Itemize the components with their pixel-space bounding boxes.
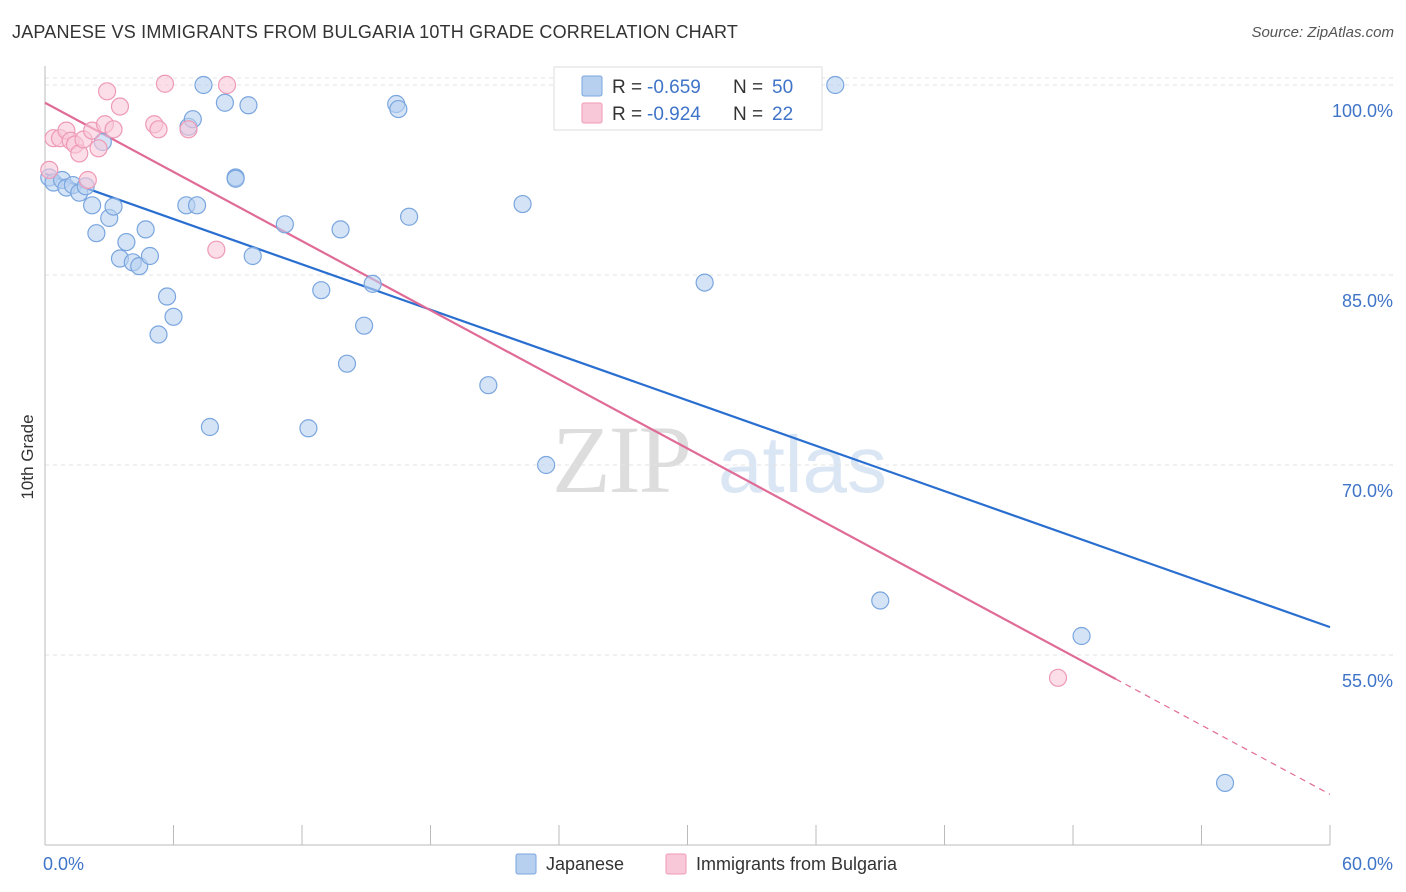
bulgaria-point [179,120,198,139]
bulgaria-r-label: R = [612,104,647,125]
stats-legend: R = -0.659 N = 50 R = -0.924 N = 22 [553,66,823,131]
japanese-swatch [581,75,603,97]
japanese-n-value: 50 [772,77,793,98]
series-legend: Japanese Immigrants from Bulgaria [515,853,898,875]
bulgaria-point [207,240,226,259]
bulgaria-trend-extension [1115,678,1331,795]
bulgaria-r-value: -0.924 [647,104,701,125]
legend-bulgaria-swatch [665,853,687,875]
bulgaria-n-value: 22 [772,104,793,125]
watermark-zip: ZIP [552,406,690,513]
japanese-point [239,96,258,115]
y-tick-label: 100.0% [1332,101,1393,121]
japanese-point [1072,626,1091,646]
japanese-n-label: N = [733,77,768,98]
bulgaria-point [217,75,237,95]
bulgaria-trend-line [44,101,1117,681]
legend-japanese-swatch [515,853,537,875]
y-tick-label: 55.0% [1342,671,1393,691]
japanese-point [215,93,234,112]
x-tick-label: 60.0% [1342,854,1393,874]
bulgaria-point [104,120,123,139]
japanese-point [87,224,106,243]
japanese-point [399,207,419,226]
bulgaria-point [40,160,59,179]
bulgaria-point [78,170,97,190]
japanese-point [149,325,168,344]
japanese-point [312,281,331,300]
japanese-point [1215,773,1235,793]
japanese-point [363,274,382,293]
legend-bulgaria-label: Immigrants from Bulgaria [696,854,898,874]
legend-japanese-label: Japanese [546,854,624,874]
japanese-point [164,307,183,326]
japanese-point [299,419,318,438]
japanese-point [479,376,498,395]
y-axis-label: 10th Grade [18,414,37,499]
japanese-point [871,591,890,610]
bulgaria-swatch [581,102,603,124]
japanese-point [117,232,136,252]
bulgaria-n-label: N = [733,104,768,125]
bulgaria-point [149,120,168,139]
bulgaria-point [1048,668,1068,687]
bulgaria-point [98,82,117,101]
japanese-point [826,75,845,95]
grid-lines [45,77,1394,656]
bulgaria-point [89,139,108,158]
japanese-point [389,99,408,119]
japanese-point [83,196,102,215]
japanese-point [136,220,155,239]
japanese-point [226,169,245,188]
bulgaria-point [110,97,130,116]
chart-title: JAPANESE VS IMMIGRANTS FROM BULGARIA 10T… [12,22,739,42]
data-points [40,74,1235,793]
japanese-trend-line [44,172,1331,629]
japanese-point [513,194,532,214]
japanese-r-value: -0.659 [647,77,701,98]
japanese-point [537,455,556,475]
axes: 55.0% 70.0% 85.0% 100.0% 0.0% 60.0% [43,66,1393,874]
japanese-point [275,215,294,234]
japanese-point [187,196,207,215]
y-tick-label: 85.0% [1342,291,1393,311]
japanese-point [243,246,262,266]
watermark: ZIP atlas [552,406,887,513]
y-tick-label: 70.0% [1342,481,1393,501]
japanese-point [355,316,374,335]
japanese-point [194,75,213,95]
trend-lines [44,101,1331,795]
japanese-point [157,287,177,306]
japanese-point [140,246,160,266]
japanese-r-label: R = [612,77,647,98]
japanese-point [104,197,123,216]
x-tick-label: 0.0% [43,854,84,874]
japanese-point [337,354,357,373]
bulgaria-point [155,74,175,93]
japanese-point [200,417,220,437]
japanese-point [331,220,350,239]
chart-source: Source: ZipAtlas.com [1251,24,1394,41]
watermark-atlas: atlas [718,420,887,509]
japanese-point [695,273,714,292]
